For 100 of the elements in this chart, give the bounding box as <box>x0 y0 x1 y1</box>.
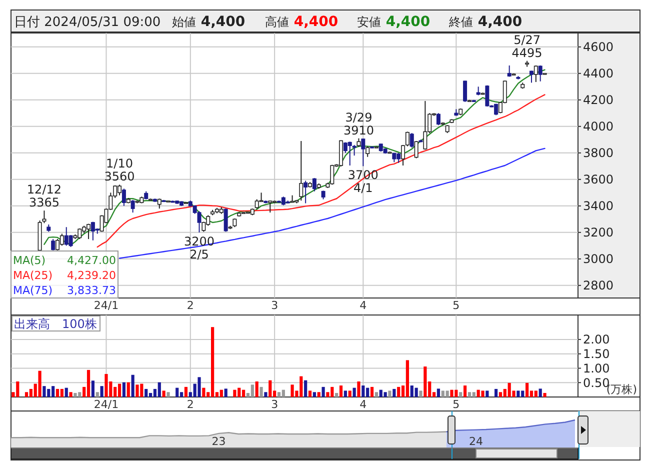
bar <box>304 380 308 397</box>
annotation: 3/29 3910 <box>343 110 374 138</box>
bar <box>100 386 104 397</box>
bar <box>370 386 374 397</box>
bar <box>312 392 316 397</box>
y-tick-label: 3400 <box>583 199 614 214</box>
candlestick <box>436 112 440 126</box>
x-tick-label: 4 <box>360 398 367 411</box>
candlestick <box>534 64 538 83</box>
y-tick-label: 4400 <box>583 66 614 81</box>
bar <box>472 392 476 397</box>
y-tick-label: 2.00 <box>583 332 610 347</box>
candlestick <box>414 140 418 159</box>
bar <box>516 390 520 397</box>
x-tick-label: 3 <box>271 398 278 411</box>
candlestick <box>268 200 272 214</box>
bar <box>308 390 312 397</box>
text: 終値 4,400 <box>448 14 522 30</box>
bar <box>96 392 99 397</box>
x-tick-label: 2 <box>186 398 194 411</box>
bar <box>450 390 454 397</box>
bar <box>118 384 122 397</box>
bar <box>459 392 462 397</box>
bar <box>424 366 427 397</box>
candlestick <box>51 238 56 251</box>
bar <box>42 386 46 397</box>
bar <box>534 390 538 397</box>
x-tick-label: 3 <box>271 299 278 312</box>
bar <box>322 386 325 397</box>
annotation: 3200 2/5 <box>184 234 215 262</box>
bar <box>180 392 184 397</box>
bar <box>126 382 130 397</box>
text: 安値 4,400 <box>357 14 430 30</box>
candlestick <box>361 138 366 167</box>
bar <box>56 388 60 397</box>
line-series <box>96 94 546 248</box>
y-tick-label: 3800 <box>583 146 614 160</box>
x-tick-label: 24/1 <box>94 398 119 411</box>
candlestick <box>410 132 414 148</box>
candlestick <box>366 146 370 158</box>
candlestick <box>224 208 228 232</box>
x-tick-label: 24 <box>469 435 484 448</box>
candlestick <box>463 80 468 102</box>
x-tick-label: 2 <box>186 299 194 312</box>
candlestick <box>538 64 542 82</box>
chart-title: 日付 2024/05/31 09:00 <box>14 15 161 30</box>
bar <box>494 388 498 397</box>
bar <box>224 388 228 397</box>
bar <box>260 386 263 397</box>
y-tick-label: 3000 <box>583 252 614 266</box>
bar <box>162 390 166 397</box>
text: MA(75) 3,833.73 <box>13 284 116 297</box>
x-tick-label: 4 <box>360 299 367 312</box>
bar <box>38 370 42 397</box>
y-tick-label: 4200 <box>583 93 614 108</box>
chart-title: 出来高 100株 <box>14 317 97 331</box>
bar <box>104 374 108 397</box>
bar <box>250 384 254 397</box>
bar <box>392 388 396 397</box>
bar <box>317 392 320 397</box>
candlestick <box>60 233 64 246</box>
bar <box>64 388 68 397</box>
bar <box>446 390 449 397</box>
bar <box>277 392 281 397</box>
bar <box>362 385 365 397</box>
bar <box>86 370 90 397</box>
bar <box>344 390 347 397</box>
bar <box>60 388 64 397</box>
text: MA(25) 4,239.20 <box>13 269 116 282</box>
y-tick-label: 4600 <box>583 40 614 54</box>
text: MA(5) 4,427.00 <box>13 254 116 267</box>
bar <box>136 384 139 397</box>
y-tick-label: 1.50 <box>583 347 610 362</box>
bar <box>352 388 356 397</box>
y-tick-label: 3200 <box>583 226 614 240</box>
bar <box>198 377 201 397</box>
text: 高値 4,400 <box>265 14 338 30</box>
bar <box>526 382 529 397</box>
bar <box>158 382 161 397</box>
bar <box>69 392 72 397</box>
annotation: 5/27 4495 <box>512 32 542 60</box>
bar <box>220 390 223 397</box>
y-tick-label: 2800 <box>583 278 614 293</box>
x-tick-label: 24/1 <box>94 299 119 312</box>
bar <box>538 388 542 397</box>
candlestick <box>299 140 304 202</box>
bar <box>468 392 472 397</box>
candlestick <box>130 199 135 214</box>
bar <box>91 380 94 397</box>
candlestick <box>304 180 308 204</box>
x-tick-label: 5 <box>452 299 460 312</box>
bar <box>184 386 188 397</box>
bar <box>122 382 126 397</box>
bar <box>414 388 418 397</box>
annotation: 12/12 3365 <box>26 182 62 210</box>
annotation: 1/10 3560 <box>104 156 135 184</box>
bar <box>498 392 502 397</box>
bar <box>481 390 484 397</box>
bar <box>357 381 360 397</box>
bar <box>74 392 77 397</box>
